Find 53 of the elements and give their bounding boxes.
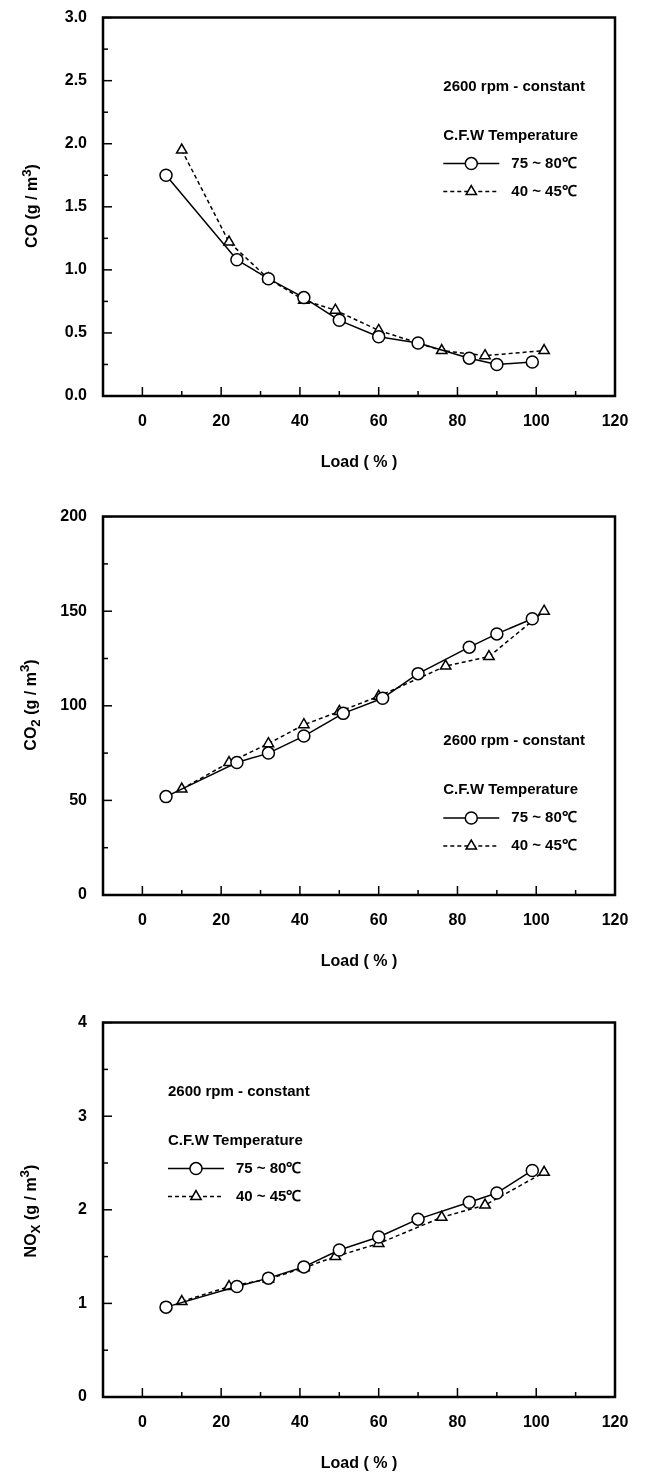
x-tick-label: 40 (291, 911, 309, 929)
x-tick-label: 120 (601, 911, 629, 929)
legend-label: 75 ~ 80℃ (511, 808, 577, 826)
x-tick-label: 40 (291, 412, 309, 430)
y-tick-label: 1 (78, 1293, 88, 1311)
x-tick-label: 20 (212, 911, 231, 929)
annotation: 2600 rpm - constant (443, 76, 586, 94)
x-tick-label: 20 (212, 1413, 231, 1431)
y-tick-label: 0 (78, 1387, 88, 1405)
y-tick-label: 100 (60, 696, 88, 714)
x-tick-label: 100 (522, 1413, 550, 1431)
x-tick-label: 120 (601, 412, 629, 430)
x-tick-label: 60 (369, 412, 388, 430)
x-tick-label: 80 (448, 412, 467, 430)
x-axis-title: Load ( % ) (320, 452, 398, 470)
x-tick-label: 0 (137, 412, 147, 430)
x-tick-label: 80 (448, 1413, 467, 1431)
y-tick-label: 2 (78, 1200, 88, 1218)
x-tick-label: 0 (137, 1413, 147, 1431)
y-tick-label: 2.0 (64, 134, 88, 152)
x-tick-label: 120 (601, 1413, 629, 1431)
legend-label: 75 ~ 80℃ (511, 153, 577, 171)
x-tick-label: 0 (137, 911, 147, 929)
x-tick-label: 100 (522, 911, 550, 929)
annotation: 2600 rpm - constant (168, 1081, 310, 1099)
legend-label: 75 ~ 80℃ (236, 1158, 302, 1176)
x-tick-label: 80 (448, 911, 467, 929)
y-tick-label: 2.5 (64, 71, 88, 89)
y-tick-label: 0 (78, 885, 88, 903)
y-tick-label: 1.5 (64, 197, 88, 215)
y-tick-label: 150 (60, 601, 88, 619)
x-tick-label: 60 (369, 911, 388, 929)
legend-title: C.F.W Temperature (168, 1130, 303, 1148)
legend-label: 40 ~ 45℃ (511, 181, 577, 199)
legend-title: C.F.W Temperature (443, 125, 579, 143)
legend-label: 40 ~ 45℃ (236, 1186, 302, 1204)
y-tick-label: 200 (60, 507, 88, 525)
y-tick-label: 3.0 (64, 8, 88, 26)
x-axis-title: Load ( % ) (320, 951, 398, 969)
y-tick-label: 4 (78, 1013, 88, 1031)
x-tick-label: 60 (369, 1413, 388, 1431)
x-tick-label: 40 (291, 1413, 309, 1431)
y-tick-label: 0.0 (64, 386, 88, 404)
x-tick-label: 100 (522, 412, 550, 430)
x-tick-label: 20 (212, 412, 231, 430)
y-tick-label: 3 (78, 1106, 88, 1124)
x-axis-title: Load ( % ) (320, 1453, 398, 1471)
legend-label: 40 ~ 45℃ (511, 836, 577, 854)
annotation: 2600 rpm - constant (443, 731, 586, 749)
y-tick-label: 1.0 (64, 260, 88, 278)
legend-title: C.F.W Temperature (443, 780, 579, 798)
y-tick-label: 50 (69, 790, 88, 808)
y-tick-label: 0.5 (64, 323, 88, 341)
